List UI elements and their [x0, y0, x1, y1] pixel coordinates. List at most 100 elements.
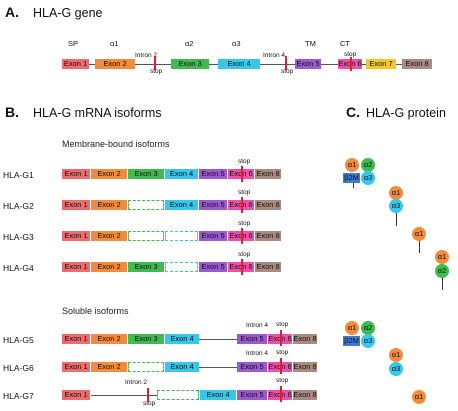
exon-1: Exon 1: [62, 200, 90, 210]
exon-1: Exon 1: [62, 334, 90, 344]
label-intron4: Intron 4: [263, 52, 286, 59]
intron-line: [199, 367, 237, 368]
domain-alpha1: α1: [389, 348, 403, 362]
exon-8: Exon 8: [293, 362, 317, 372]
exon-8: Exon 8: [255, 262, 281, 272]
stop-label: stop: [238, 220, 251, 227]
exon-3: Exon 3: [128, 262, 164, 272]
gene-exon-4: Exon 4: [218, 59, 260, 69]
stop-mark-intron: [147, 388, 149, 402]
membrane-bound-heading: Membrane-bound isoforms: [62, 139, 170, 149]
domain-alpha1: α1: [412, 227, 426, 241]
domain-b2m: β2M: [343, 173, 360, 183]
exon-5: Exon 5: [237, 362, 267, 372]
gene-title: HLA-G gene: [33, 6, 103, 20]
skipped-exon-4: [165, 231, 198, 241]
isoform-label: HLA-G7: [3, 391, 34, 401]
exon-5: Exon 5: [199, 262, 227, 272]
label-sp: SP: [68, 39, 79, 48]
domain-alpha1: α1: [389, 186, 403, 200]
gene-exon-2: Exon 2: [95, 59, 135, 69]
exon-5: Exon 5: [237, 390, 267, 400]
exon-2: Exon 2: [91, 362, 127, 372]
stop-label-intron: stop: [143, 400, 156, 407]
domain-alpha1: α1: [435, 250, 449, 264]
domain-alpha3: α3: [389, 362, 403, 376]
skipped-exon-3: [128, 362, 164, 372]
exon-5: Exon 5: [237, 334, 267, 344]
skipped-exon-4: [165, 262, 198, 272]
domain-alpha2: α2: [361, 158, 375, 172]
exon-4: Exon 4: [165, 334, 199, 344]
exon-4: Exon 4: [165, 169, 198, 179]
label-alpha3: α3: [232, 39, 241, 48]
stop-mark: [280, 330, 282, 346]
panel-label-c: C.: [346, 104, 360, 120]
domain-alpha1: α1: [345, 158, 359, 172]
stop-mark-exon6: [280, 386, 282, 402]
exon-5: Exon 5: [199, 231, 227, 241]
membrane-anchor: [419, 240, 421, 253]
exon-1: Exon 1: [62, 169, 90, 179]
exon-3: Exon 3: [128, 334, 164, 344]
exon-8: Exon 8: [293, 334, 317, 344]
soluble-heading: Soluble isoforms: [62, 306, 129, 316]
exon-1: Exon 1: [62, 231, 90, 241]
panel-label-a: A.: [5, 4, 19, 20]
exon-2: Exon 2: [91, 334, 127, 344]
stop-label: stop: [238, 251, 251, 258]
label-stop-intron4: stop: [281, 68, 294, 75]
membrane-anchor: [396, 212, 398, 226]
exon-2: Exon 2: [91, 169, 127, 179]
exon-5: Exon 5: [199, 169, 227, 179]
isoform-label: HLA-G5: [3, 335, 34, 345]
skipped-exon-3: [157, 390, 199, 400]
skipped-exon-3: [128, 231, 164, 241]
exon-4: Exon 4: [200, 390, 236, 400]
stop-mark: [241, 166, 243, 182]
isoform-label: HLA-G6: [3, 363, 34, 373]
gene-exon-8: Exon 8: [402, 59, 432, 69]
skipped-exon-3: [128, 200, 164, 210]
label-stop-intron2: stop: [150, 68, 163, 75]
stop-mark-intron4: [285, 56, 287, 70]
domain-alpha3: α3: [361, 171, 375, 185]
stop-label: stop: [276, 321, 289, 328]
domain-alpha3: α3: [361, 334, 375, 348]
exon-8: Exon 8: [255, 231, 281, 241]
intron-line: [199, 339, 237, 340]
exon-8: Exon 8: [255, 200, 281, 210]
stop-label-exon6: stop: [276, 377, 289, 384]
gene-exon-5: Exon 5: [295, 59, 321, 69]
label-ct: CT: [340, 39, 350, 48]
stop-label: stop: [238, 189, 251, 196]
stop-label: stop: [276, 349, 289, 356]
isoform-label: HLA-G4: [3, 263, 34, 273]
intron-line: [91, 395, 157, 396]
exon-2: Exon 2: [91, 262, 127, 272]
isoform-label: HLA-G3: [3, 232, 34, 242]
isoform-label: HLA-G1: [3, 170, 34, 180]
exon-1: Exon 1: [62, 362, 90, 372]
stop-mark: [241, 197, 243, 213]
stop-mark: [241, 228, 243, 244]
domain-alpha2: α2: [435, 264, 449, 278]
stop-mark-intron2: [154, 56, 156, 70]
domain-b2m: β2M: [343, 336, 360, 346]
stop-mark-exon6: [350, 57, 352, 71]
exon-3: Exon 3: [128, 169, 164, 179]
exon-8: Exon 8: [293, 390, 317, 400]
label-alpha1: α1: [110, 39, 119, 48]
isoform-label: HLA-G2: [3, 201, 34, 211]
stop-mark: [241, 259, 243, 275]
domain-alpha1: α1: [345, 321, 359, 335]
label-alpha2: α2: [185, 39, 194, 48]
membrane-anchor: [442, 277, 444, 290]
domain-alpha2: α2: [361, 321, 375, 335]
exon-4: Exon 4: [165, 362, 199, 372]
exon-5: Exon 5: [199, 200, 227, 210]
gene-exon-3: Exon 3: [171, 59, 209, 69]
exon-8: Exon 8: [255, 169, 281, 179]
gene-exon-7: Exon 7: [366, 59, 396, 69]
intron-label: Intron 4: [246, 322, 269, 329]
